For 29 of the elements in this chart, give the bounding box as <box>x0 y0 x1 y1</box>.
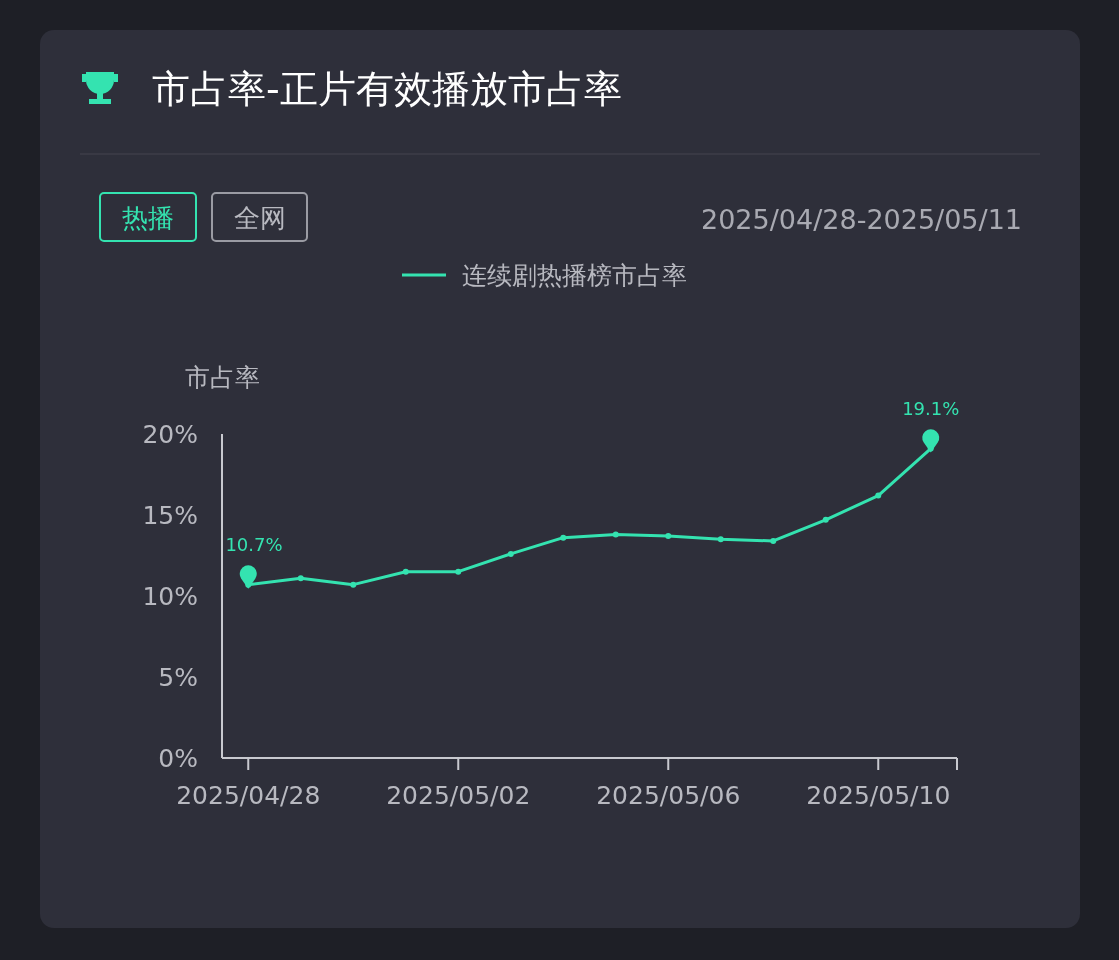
y-tick-label: 15% <box>142 501 198 530</box>
point <box>560 534 567 541</box>
x-tick-label: 2025/05/06 <box>596 781 741 810</box>
x-tick-label: 2025/04/28 <box>176 781 321 810</box>
point <box>455 568 462 575</box>
y-tick-label: 5% <box>158 663 198 692</box>
chart-title: 市占率-正片有效播放市占率 <box>152 67 622 111</box>
point <box>875 492 882 499</box>
point <box>507 550 514 557</box>
point <box>402 568 409 575</box>
text: 热播 <box>122 203 174 233</box>
point <box>770 537 777 544</box>
y-tick-label: 20% <box>142 420 198 449</box>
text: 2025/04/28-2025/05/11 <box>701 204 1022 235</box>
text: 全网 <box>233 203 286 233</box>
point <box>665 533 672 540</box>
y-tick-label: 10% <box>142 582 198 611</box>
point <box>297 575 304 582</box>
x-tick-label: 2025/05/10 <box>806 781 951 810</box>
point <box>717 536 724 543</box>
data-label: 19.1% <box>902 397 960 419</box>
point <box>350 581 357 588</box>
point <box>612 531 619 538</box>
y-tick-label: 0% <box>158 744 198 773</box>
y-axis-title: 市占率 <box>184 363 260 392</box>
legend-label: 连续剧热播榜市占率 <box>462 261 687 290</box>
x-tick-label: 2025/05/02 <box>386 781 531 810</box>
data-label: 10.7% <box>225 533 283 555</box>
point <box>822 516 829 523</box>
